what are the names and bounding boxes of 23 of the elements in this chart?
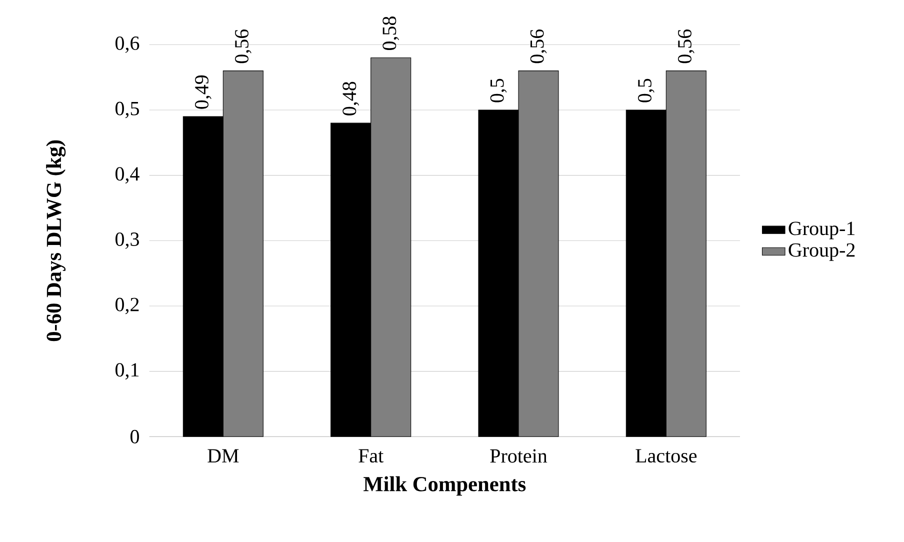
data-label: 0,48 [342,82,360,116]
x-tick-label: DM [208,449,239,462]
x-tick-label: Lactose [636,449,697,463]
y-axis-title: 0-60 Days DLWG (kg) [46,140,66,342]
x-tick-label: Fat [358,449,384,463]
y-tick-label: 0 [130,430,139,444]
data-label: 0,56 [530,29,547,64]
y-tick-label: 0,3 [115,232,139,249]
data-label: 0,58 [382,16,400,50]
data-label: 0,5 [638,78,654,102]
y-tick-label: 0,1 [115,363,139,380]
y-tick-label: 0,5 [115,102,139,118]
y-tick-label: 0,2 [115,298,139,314]
data-label: 0,49 [194,75,212,109]
data-label: 0,56 [234,29,252,64]
data-label: 0,5 [490,78,507,102]
x-tick-label: Protein [490,449,548,463]
y-tick-label: 0,6 [115,36,140,53]
y-tick-label: 0,4 [115,167,140,184]
x-axis-title: Milk Compenents [364,476,526,496]
legend-label: Group-2 [788,243,855,261]
data-label: 0,56 [678,29,694,64]
legend-label: Group-1 [788,222,855,240]
